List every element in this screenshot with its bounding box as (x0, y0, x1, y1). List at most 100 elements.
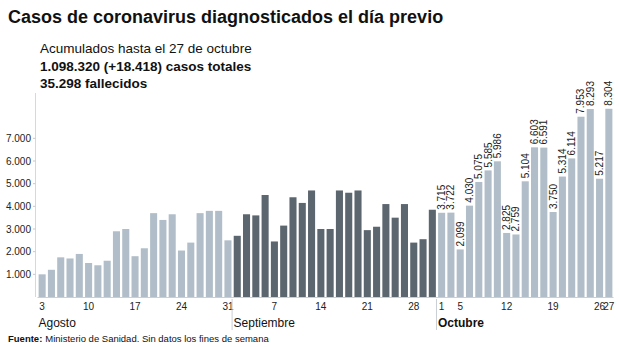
data-label: 3.722 (445, 184, 456, 209)
bar (289, 197, 296, 297)
bar (327, 229, 334, 297)
bar (66, 258, 73, 297)
bar (531, 147, 538, 297)
subtitle: Acumulados hasta el 27 de octubre (40, 41, 252, 56)
data-label: 2.099 (455, 221, 466, 246)
y-tick-label: 1.000 (6, 269, 31, 280)
bar (503, 233, 510, 297)
bar (345, 193, 352, 297)
y-tick (33, 251, 36, 252)
bar (420, 239, 427, 297)
bar (104, 261, 111, 297)
subtitle: 1.098.320 (+18.418) casos totales (40, 59, 251, 74)
bar (197, 213, 204, 297)
bar (113, 231, 120, 297)
y-axis-line (35, 93, 36, 297)
bar (410, 243, 417, 297)
footer-label: Fuente: (8, 333, 42, 344)
bar (550, 212, 557, 297)
bar (429, 210, 436, 297)
bar (354, 190, 361, 297)
bar (494, 161, 501, 297)
y-tick (33, 274, 36, 275)
bar (85, 263, 92, 297)
y-tick (33, 183, 36, 184)
bar (587, 109, 594, 297)
data-label: 3.750 (548, 184, 559, 209)
bar (76, 254, 83, 297)
bar (392, 218, 399, 297)
bar (317, 229, 324, 297)
bar (271, 241, 278, 297)
bar (475, 182, 482, 297)
bar (169, 214, 176, 297)
bar (559, 177, 566, 297)
x-tick-label: 14 (315, 301, 327, 312)
bar (540, 148, 547, 297)
group-label: Octubre (438, 316, 484, 330)
bar (262, 195, 269, 297)
data-label: 5.217 (594, 150, 605, 175)
x-tick-label: 7 (272, 301, 278, 312)
bar (364, 230, 371, 297)
x-tick-label: 24 (176, 301, 188, 312)
bar (447, 213, 454, 297)
x-tick-label: 3 (39, 301, 45, 312)
bar (48, 270, 55, 297)
bar (308, 190, 315, 297)
y-tick-label: 2.000 (6, 246, 31, 257)
bar (39, 274, 46, 297)
bar (94, 265, 101, 297)
group-label: Septiembre (234, 316, 296, 330)
data-label: 8.304 (603, 80, 614, 105)
bar (382, 204, 389, 297)
bar (206, 211, 213, 297)
bar (466, 206, 473, 297)
data-label: 8.293 (585, 81, 596, 106)
bar (438, 213, 445, 297)
data-label: 6.591 (538, 119, 549, 144)
bar (577, 117, 584, 297)
bar (596, 179, 603, 297)
bar (373, 227, 380, 297)
footer: Fuente:Ministerio de Sanidad. Sin datos … (8, 333, 269, 344)
data-label: 4.030 (464, 177, 475, 202)
bar (122, 229, 129, 297)
title: Casos de coronavirus diagnosticados el d… (8, 7, 443, 27)
y-tick-label: 6.000 (6, 156, 31, 167)
x-tick-label: 10 (83, 301, 95, 312)
bar (224, 240, 231, 297)
bar (150, 213, 157, 297)
y-tick-label: 4.000 (6, 201, 31, 212)
bar (605, 109, 612, 297)
bar (252, 215, 259, 297)
bar (141, 248, 148, 297)
bar (57, 257, 64, 297)
x-tick-label: 21 (362, 301, 374, 312)
x-tick-label: 28 (408, 301, 420, 312)
y-tick-label: 3.000 (6, 224, 31, 235)
bar (299, 203, 306, 297)
bar (512, 234, 519, 297)
y-tick (33, 229, 36, 230)
bar (234, 236, 241, 297)
data-label: 2.759 (510, 206, 521, 231)
group-separator (232, 299, 233, 330)
bar (243, 214, 250, 297)
chart: Casos de coronavirus diagnosticados el d… (0, 0, 619, 347)
y-tick (33, 206, 36, 207)
bar (336, 190, 343, 297)
group-label: Agosto (39, 316, 77, 330)
bar (178, 251, 185, 297)
data-label: 5.104 (520, 153, 531, 178)
bar (132, 256, 139, 297)
bar (187, 243, 194, 297)
y-tick (33, 161, 36, 162)
bar (215, 211, 222, 297)
bar (522, 181, 529, 297)
x-tick-label: 12 (501, 301, 513, 312)
footer-text: Ministerio de Sanidad. Sin datos los fin… (45, 333, 269, 344)
group-separator (436, 299, 437, 330)
bar (568, 158, 575, 297)
x-tick-label: 1 (439, 301, 445, 312)
